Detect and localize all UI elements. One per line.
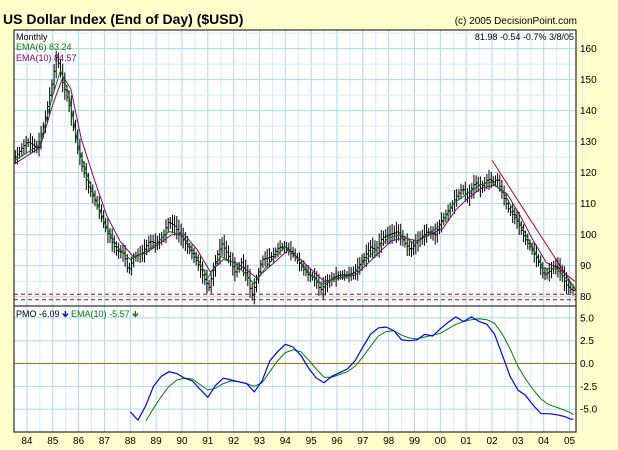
x-tick-label: 03 [512,436,524,447]
price-y-tick-label: 80 [580,292,592,303]
x-tick-label: 01 [461,436,473,447]
price-y-tick-label: 150 [580,75,597,86]
ema10-legend-value: 84.57 [54,53,77,63]
price-y-tick-label: 100 [580,230,597,241]
pmo-ema-down-arrow-icon: 🡻 [132,309,138,319]
price-y-tick-label: 110 [580,199,596,210]
x-tick-label: 89 [151,436,163,447]
pmo-y-tick-label: 2.5 [580,336,594,347]
pmo-ema10-line [145,318,574,422]
period-label: Monthly [16,32,48,42]
x-tick-label: 87 [99,436,111,447]
x-tick-label: 99 [409,436,421,447]
pmo-y-tick-label: -2.5 [580,382,598,393]
x-tick-label: 96 [331,436,343,447]
x-tick-label: 04 [538,436,550,447]
ema10-legend: EMA(10) 84.57 [16,53,77,63]
pmo-legend-value: -6.09 [39,309,60,319]
x-tick-label: 93 [254,436,266,447]
x-tick-label: 98 [383,436,395,447]
copyright: (c) 2005 DecisionPoint.com [455,16,577,27]
x-tick-label: 05 [564,436,576,447]
ema10-legend-name: EMA(10) [16,53,52,63]
pmo-y-tick-label: 5.0 [580,313,594,324]
x-tick-label: 90 [176,436,188,447]
price-y-tick-label: 90 [580,261,592,272]
chart-title: US Dollar Index (End of Day) ($USD) [3,11,243,27]
pmo-panel [14,306,576,432]
pmo-y-tick-label: 0.0 [580,359,594,370]
ema6-legend: EMA(6) 83.24 [16,42,72,52]
pmo-line [129,316,574,422]
quote-date: 3/8/05 [549,32,574,42]
quote-change: -0.54 [500,32,521,42]
x-tick-label: 94 [280,436,292,447]
pmo-lines [129,316,574,422]
ema6-line [15,68,576,288]
pmo-ema-legend-value: -5.57 [109,309,130,319]
price-y-tick-label: 140 [580,106,597,117]
x-tick-label: 86 [73,436,85,447]
ema6-legend-name: EMA(6) [16,42,47,52]
quote-last: 81.98 [475,32,498,42]
price-y-tick-label: 120 [580,168,597,179]
ema6-legend-value: 83.24 [49,42,72,52]
pmo-panel-border [13,305,577,433]
pmo-legend: PMO -6.09 🡻 EMA(10) -5.57 🡻 [16,309,139,319]
x-tick-label: 88 [125,436,137,447]
x-tick-label: 00 [435,436,447,447]
x-tick-label: 85 [47,436,59,447]
quote-pct-change: -0.7% [523,32,547,42]
x-tick-label: 92 [228,436,240,447]
price-y-tick-label: 160 [580,44,597,55]
quote-readout: 81.98 -0.54 -0.7% 3/8/05 [475,32,574,42]
ema-lines [15,68,576,288]
pmo-y-tick-label: -5.0 [580,405,598,416]
pmo-legend-name: PMO [16,309,37,319]
pmo-down-arrow-icon: 🡻 [62,309,68,319]
axis-labels: 84 85 86 87 88 89 90 91 92 93 94 95 96 97 98 99 00 01 02 03… [21,44,597,447]
pmo-ema-legend-name: EMA(10) [71,309,107,319]
x-tick-label: 02 [486,436,498,447]
x-tick-label: 84 [21,436,33,447]
grid-lines [14,30,583,432]
x-tick-label: 95 [306,436,318,447]
price-y-tick-label: 130 [580,137,597,148]
x-tick-label: 91 [202,436,214,447]
x-tick-label: 97 [357,436,369,447]
